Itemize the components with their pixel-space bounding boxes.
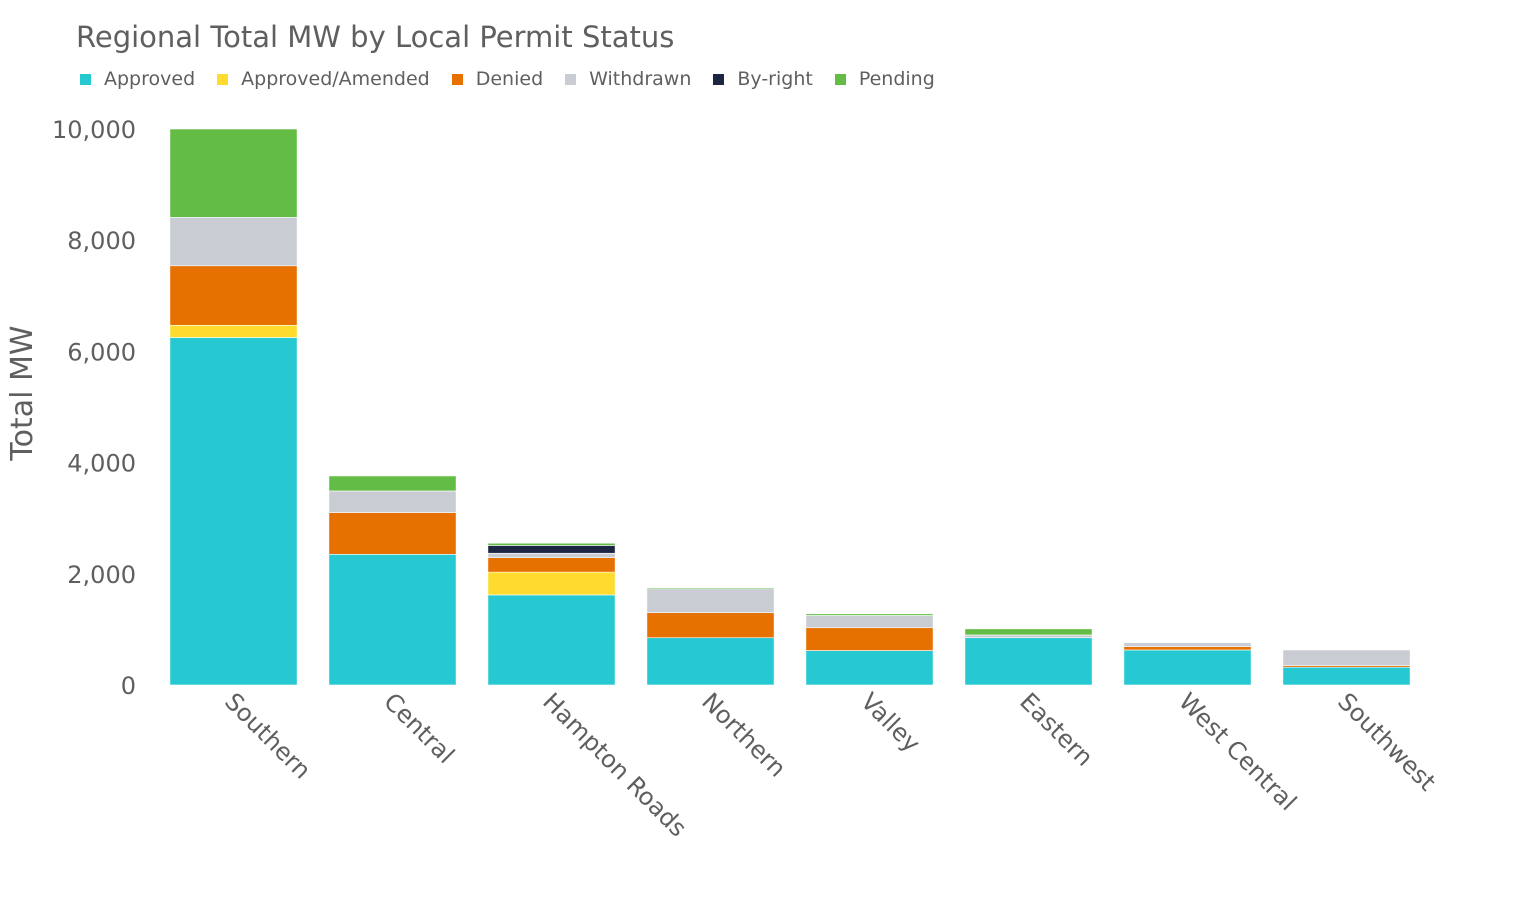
legend-label: Approved/Amended (241, 68, 430, 90)
legend-item-by-right[interactable]: By-right (713, 68, 813, 90)
bar-segment-eastern-pending[interactable] (964, 628, 1093, 636)
y-tick-label: 6,000 (67, 338, 136, 366)
y-tick-label: 0 (121, 672, 136, 700)
y-tick-label: 4,000 (67, 450, 136, 478)
bars (169, 128, 1411, 686)
bar-segment-hampton-roads-denied[interactable] (487, 557, 616, 573)
legend-swatch (834, 73, 846, 85)
bar-segment-west-central-withdrawn[interactable] (1123, 642, 1252, 647)
bar-segment-eastern-withdrawn[interactable] (964, 634, 1093, 639)
legend-swatch (565, 73, 577, 85)
bar-segment-west-central-denied[interactable] (1123, 646, 1252, 651)
bar-segment-central-pending[interactable] (328, 475, 457, 492)
x-axis: Southern Central Hampton Roads Northern Vall… (219, 687, 1441, 842)
legend-label: Pending (858, 68, 935, 90)
bar-segment-hampton-roads-by-right[interactable] (487, 545, 616, 554)
x-tick-label: Valley (855, 687, 925, 757)
bar-segment-southern-withdrawn[interactable] (169, 217, 298, 267)
y-tick-label: 10,000 (52, 116, 136, 144)
bar-segment-valley-denied[interactable] (805, 627, 934, 651)
legend: Approved Approved/Amended Denied Withdrawn B… (80, 68, 957, 90)
y-tick-label: 8,000 (67, 227, 136, 255)
bar-segment-central-approved[interactable] (328, 554, 457, 686)
bar-segment-valley-pending[interactable] (805, 613, 934, 616)
x-tick-label: West Central (1173, 687, 1302, 816)
bar-segment-hampton-roads-withdrawn[interactable] (487, 552, 616, 558)
bar-segment-valley-approved[interactable] (805, 650, 934, 686)
bar-segment-southwest-withdrawn[interactable] (1282, 649, 1411, 666)
legend-item-approved-amended[interactable]: Approved/Amended (217, 68, 430, 90)
legend-swatch (217, 73, 229, 85)
x-tick-label: Eastern (1014, 687, 1098, 771)
legend-label: Denied (475, 68, 544, 90)
x-tick-label: Central (378, 687, 460, 769)
x-tick-label: Southwest (1332, 687, 1441, 796)
bar-segment-valley-withdrawn[interactable] (805, 615, 934, 629)
legend-swatch (451, 73, 463, 85)
legend-label: By-right (737, 68, 813, 90)
bar-segment-hampton-roads-approved-amended[interactable] (487, 571, 616, 596)
y-tick-label: 2,000 (67, 561, 136, 589)
bar-segment-hampton-roads-pending[interactable] (487, 542, 616, 546)
bar-segment-southern-approved-amended[interactable] (169, 324, 298, 338)
legend-item-approved[interactable]: Approved (80, 68, 195, 90)
bar-segment-southern-pending[interactable] (169, 128, 298, 218)
legend-label: Approved (104, 68, 196, 90)
bar-segment-west-central-approved[interactable] (1123, 649, 1252, 686)
legend-item-pending[interactable]: Pending (834, 68, 935, 90)
bar-segment-northern-approved[interactable] (646, 637, 775, 686)
legend-item-withdrawn[interactable]: Withdrawn (565, 68, 691, 90)
x-tick-label: Northern (696, 687, 791, 782)
bar-segment-southern-denied[interactable] (169, 265, 298, 326)
y-axis: 0 2,000 4,000 6,000 8,000 10,000 (52, 116, 136, 700)
bar-segment-central-denied[interactable] (328, 512, 457, 555)
legend-swatch (80, 73, 91, 85)
bar-segment-eastern-approved[interactable] (964, 637, 1093, 686)
bar-segment-central-withdrawn[interactable] (328, 490, 457, 513)
bar-segment-hampton-roads-approved[interactable] (487, 594, 616, 686)
chart-title: Regional Total MW by Local Permit Status (76, 20, 675, 54)
legend-item-denied[interactable]: Denied (451, 68, 544, 90)
x-tick-label: Hampton Roads (537, 687, 692, 842)
bar-segment-southwest-approved[interactable] (1282, 666, 1411, 686)
bar-segment-northern-denied[interactable] (646, 612, 775, 639)
bar-segment-northern-pending[interactable] (646, 587, 775, 590)
legend-label: Withdrawn (589, 68, 692, 90)
bar-segment-southern-approved[interactable] (169, 337, 298, 686)
y-axis-title: Total MW (5, 325, 40, 461)
legend-swatch (713, 73, 725, 85)
x-tick-label: Southern (219, 687, 316, 784)
bar-segment-northern-withdrawn[interactable] (646, 588, 775, 614)
